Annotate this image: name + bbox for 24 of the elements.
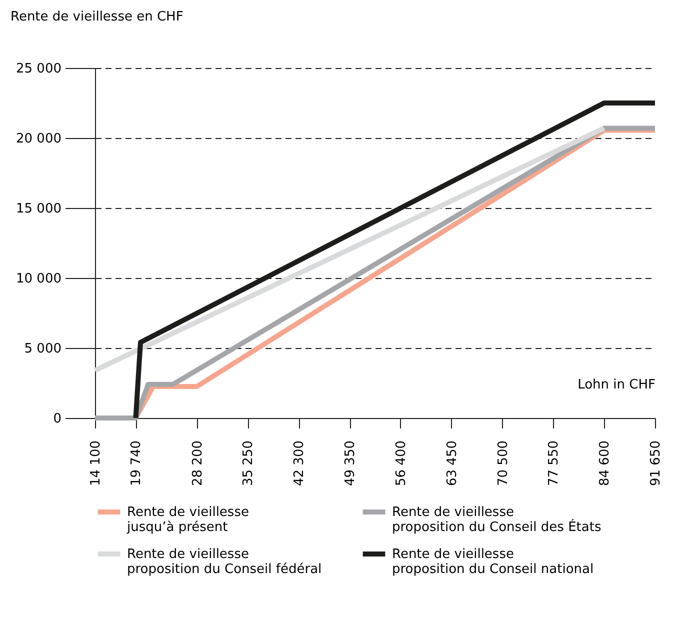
x-tick-label: 63 450 <box>444 440 460 486</box>
x-tick-label: 42 300 <box>292 440 308 486</box>
x-tick-label: 28 200 <box>190 440 206 486</box>
y-tick-label: 10 000 <box>16 272 62 286</box>
y-tick-label: 20 000 <box>16 132 62 146</box>
y-tick-label: 0 <box>53 412 62 426</box>
legend-label: Rente de vieillesse jusqu’à présent <box>126 505 249 535</box>
x-tick-label: 84 600 <box>598 440 613 486</box>
y-tick-label: 5 000 <box>24 342 62 356</box>
x-tick-label: 56 400 <box>394 440 409 486</box>
y-tick-label: 25 000 <box>16 62 62 76</box>
y-axis-title: Rente de vieillesse en CHF <box>10 10 184 24</box>
x-tick-label: 77 550 <box>546 440 562 486</box>
x-tick-label: 14 100 <box>88 440 104 486</box>
x-tick-label: 49 350 <box>343 440 358 486</box>
x-tick-label: 35 250 <box>241 440 256 486</box>
x-tick-label: 19 740 <box>129 440 144 486</box>
x-tick-label: 70 500 <box>496 440 511 486</box>
legend-label: Rente de vieillesse proposition du Conseil des États <box>392 505 602 535</box>
x-tick-label: 91 650 <box>648 440 664 486</box>
y-tick-label: 15 000 <box>16 202 62 216</box>
legend-label: Rente de vieillesse proposition du Conseil national <box>392 547 594 577</box>
x-axis-title: Lohn in CHF <box>578 378 656 392</box>
legend-label: Rente de vieillesse proposition du Conseil fédéral <box>127 547 322 577</box>
